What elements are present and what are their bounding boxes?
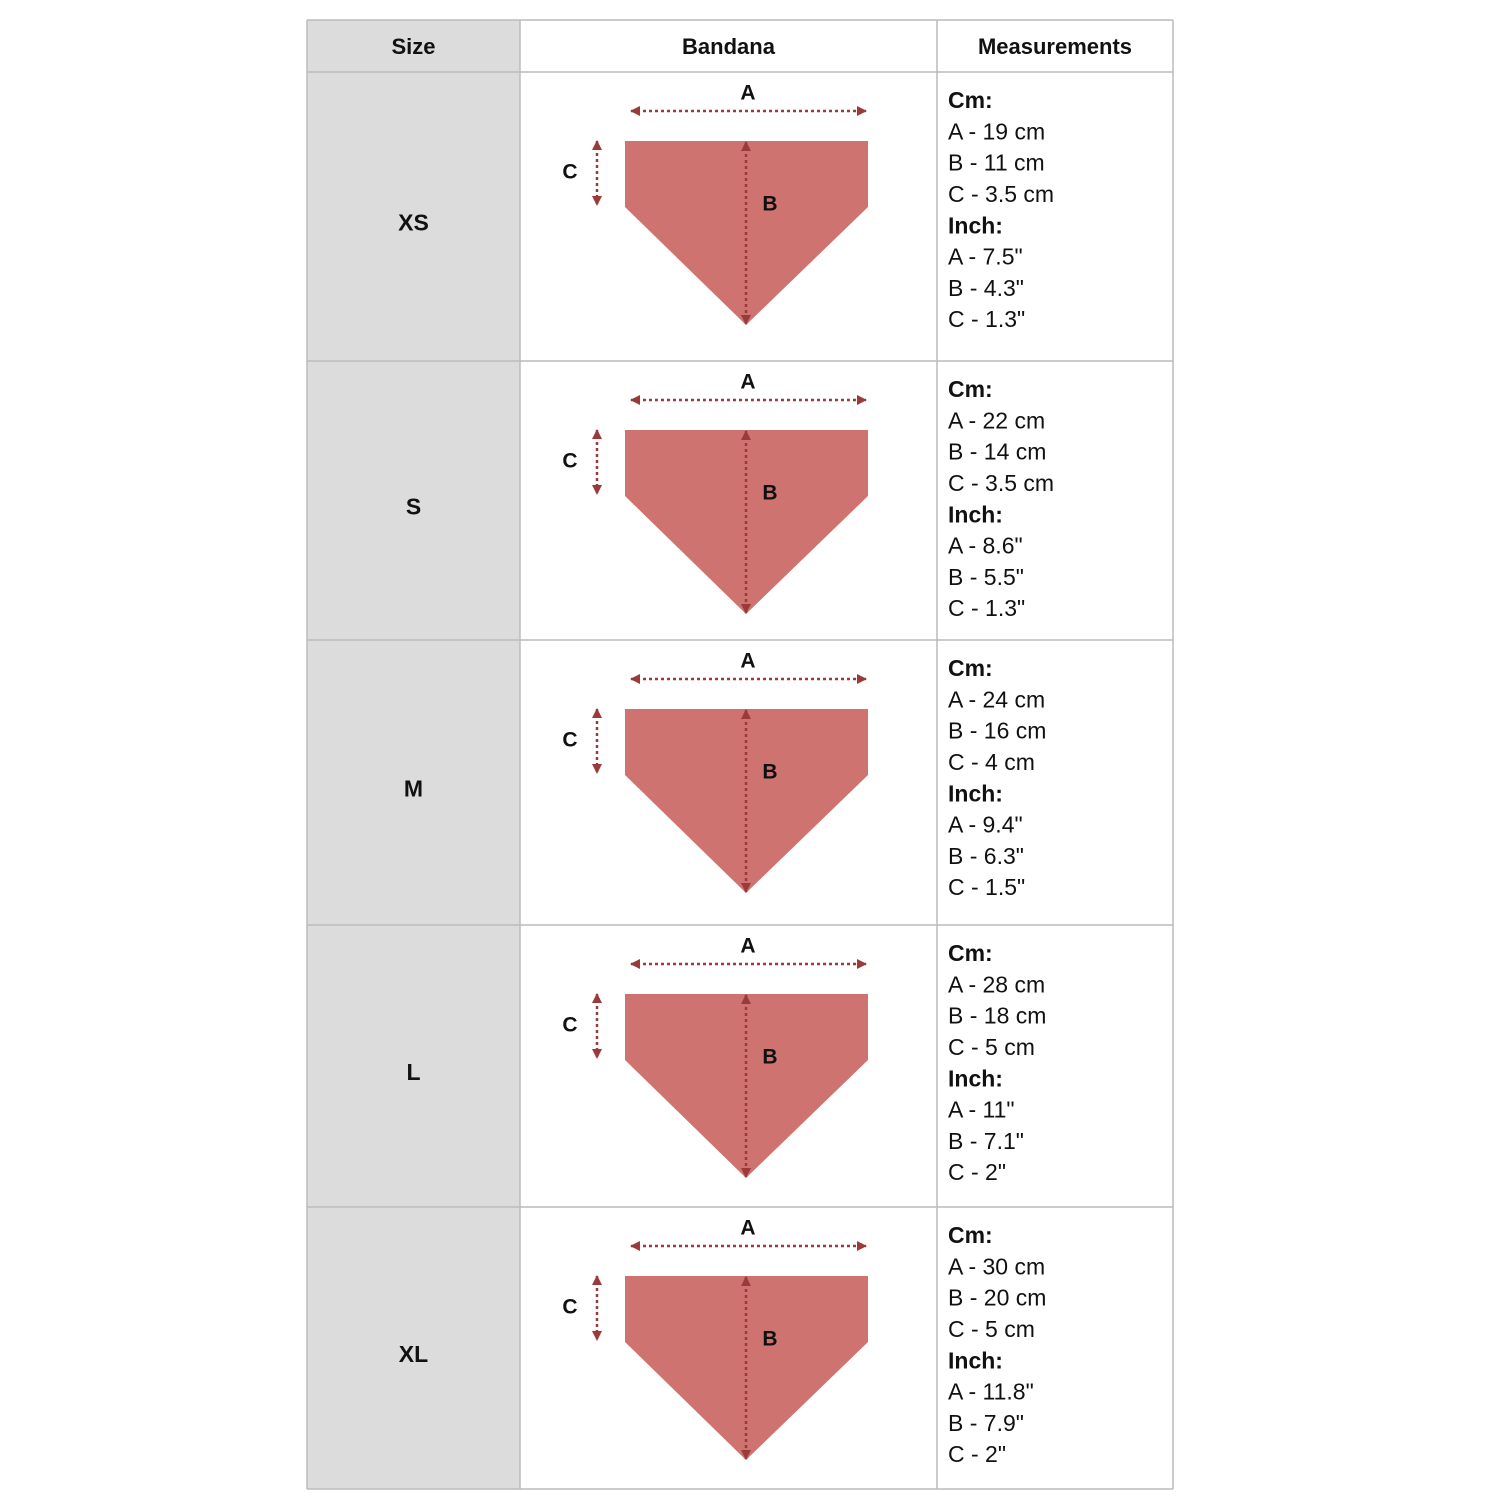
header-cell: Size [391, 34, 435, 59]
cm-heading: Cm: [948, 376, 993, 402]
label-a: A [740, 82, 755, 105]
measurement: B - 7.9" [948, 1410, 1024, 1436]
cm-heading: Cm: [948, 87, 993, 113]
size-label: XL [399, 1341, 428, 1367]
measurement: A - 28 cm [948, 971, 1045, 997]
measurement: C - 2" [948, 1441, 1006, 1467]
size-column-bg [307, 20, 520, 1489]
measurement: C - 2" [948, 1159, 1006, 1185]
measurement: C - 1.5" [948, 874, 1025, 900]
label-b: B [762, 1328, 777, 1351]
measurement: A - 22 cm [948, 407, 1045, 433]
size-label: S [406, 494, 421, 520]
size-label: XS [398, 210, 429, 236]
label-c: C [562, 729, 577, 752]
measurement: C - 5 cm [948, 1316, 1035, 1342]
cm-heading: Cm: [948, 940, 993, 966]
measurement: C - 1.3" [948, 595, 1025, 621]
measurement: A - 11.8" [948, 1379, 1034, 1405]
measurement: A - 30 cm [948, 1253, 1045, 1279]
header-cell: Bandana [682, 34, 776, 59]
measurement: A - 19 cm [948, 118, 1045, 144]
measurement: B - 20 cm [948, 1285, 1046, 1311]
label-b: B [762, 193, 777, 216]
measurement: C - 5 cm [948, 1034, 1035, 1060]
measurement: B - 14 cm [948, 439, 1046, 465]
measurement: C - 1.3" [948, 306, 1025, 332]
cm-heading: Cm: [948, 655, 993, 681]
label-a: A [740, 650, 755, 673]
label-c: C [562, 450, 577, 473]
label-c: C [562, 161, 577, 184]
measurement: B - 7.1" [948, 1128, 1024, 1154]
size-label: L [406, 1059, 420, 1085]
header-cell: Measurements [978, 34, 1132, 59]
label-b: B [762, 482, 777, 505]
inch-heading: Inch: [948, 501, 1003, 527]
inch-heading: Inch: [948, 780, 1003, 806]
inch-heading: Inch: [948, 212, 1003, 238]
label-a: A [740, 371, 755, 394]
measurement: B - 18 cm [948, 1003, 1046, 1029]
measurement: B - 5.5" [948, 564, 1024, 590]
measurement: B - 11 cm [948, 150, 1045, 176]
measurement: C - 4 cm [948, 749, 1035, 775]
size-label: M [404, 776, 423, 802]
label-a: A [740, 935, 755, 958]
measurement: B - 6.3" [948, 843, 1024, 869]
measurement: A - 24 cm [948, 686, 1045, 712]
measurement: A - 8.6" [948, 533, 1023, 559]
label-c: C [562, 1296, 577, 1319]
measurement: A - 9.4" [948, 812, 1023, 838]
inch-heading: Inch: [948, 1347, 1003, 1373]
measurement: B - 4.3" [948, 275, 1024, 301]
measurement: B - 16 cm [948, 718, 1046, 744]
label-b: B [762, 761, 777, 784]
measurement: A - 7.5" [948, 244, 1023, 270]
measurement: A - 11" [948, 1097, 1015, 1123]
label-a: A [740, 1217, 755, 1240]
inch-heading: Inch: [948, 1065, 1003, 1091]
measurement: C - 3.5 cm [948, 470, 1054, 496]
label-b: B [762, 1046, 777, 1069]
label-c: C [562, 1014, 577, 1037]
measurement: C - 3.5 cm [948, 181, 1054, 207]
cm-heading: Cm: [948, 1222, 993, 1248]
